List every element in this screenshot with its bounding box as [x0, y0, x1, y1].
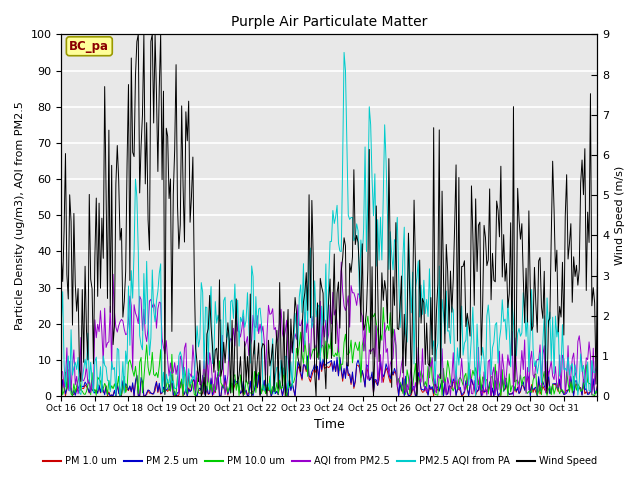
- Legend: PM 1.0 um, PM 2.5 um, PM 10.0 um, AQI from PM2.5, PM2.5 AQI from PA, Wind Speed: PM 1.0 um, PM 2.5 um, PM 10.0 um, AQI fr…: [39, 453, 601, 470]
- Title: Purple Air Particulate Matter: Purple Air Particulate Matter: [231, 15, 428, 29]
- Y-axis label: Wind Speed (m/s): Wind Speed (m/s): [615, 166, 625, 265]
- Y-axis label: Particle Density (ug/m3), AQI from PM2.5: Particle Density (ug/m3), AQI from PM2.5: [15, 101, 25, 330]
- Text: BC_pa: BC_pa: [69, 40, 109, 53]
- X-axis label: Time: Time: [314, 419, 345, 432]
